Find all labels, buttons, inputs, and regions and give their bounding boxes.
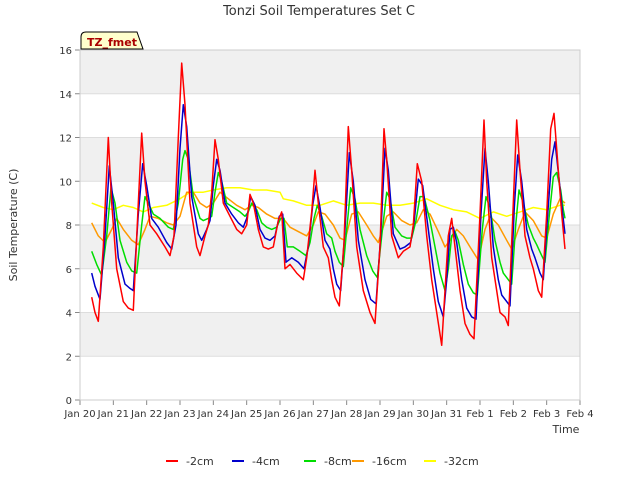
y-axis-label: Soil Temperature (C) [7, 169, 20, 282]
x-tick-label: Jan 28 [330, 409, 362, 420]
grid-band [80, 312, 580, 357]
y-tick-label: 16 [59, 46, 72, 57]
grid-band [80, 181, 580, 225]
legend-label: -2cm [186, 455, 214, 468]
x-axis-label: Time [552, 423, 580, 436]
chart-title: Tonzi Soil Temperatures Set C [222, 4, 415, 19]
annotation-box-shape [80, 31, 144, 50]
grid-band [80, 93, 580, 138]
y-axis-ticks: 0 2 4 6 8 10 12 14 16 [59, 46, 80, 407]
plot-frame [79, 49, 581, 401]
series-line-minus-16cm [91, 191, 566, 261]
x-tick-label: Jan 20 [63, 409, 95, 420]
series-line-minus-8cm [90, 149, 566, 296]
annotation-label: TZ_fmet [87, 36, 137, 49]
legend: -2cm -4cm -8cm -16cm -32cm [166, 455, 479, 468]
x-tick-label: Jan 21 [97, 409, 129, 420]
plot-bands [80, 49, 580, 401]
x-tick-label: Feb 2 [500, 409, 527, 420]
y-tick-label: 4 [66, 309, 72, 320]
y-tick-label: 8 [66, 221, 72, 232]
x-tick-label: Jan 24 [197, 409, 229, 420]
y-tick-label: 2 [66, 352, 72, 363]
series-lines [90, 62, 566, 347]
grid-band [80, 50, 580, 94]
x-tick-label: Jan 30 [397, 409, 429, 420]
x-tick-label: Jan 23 [163, 409, 195, 420]
x-tick-label: Feb 4 [566, 409, 593, 420]
y-tick-label: 0 [66, 396, 72, 407]
x-tick-label: Jan 31 [430, 409, 462, 420]
annotation-box: TZ_fmet [80, 31, 144, 50]
y-tick-label: 6 [66, 265, 72, 276]
x-tick-label: Feb 3 [533, 409, 560, 420]
grid-band [80, 356, 580, 400]
x-tick-label: Jan 25 [230, 409, 262, 420]
legend-label: -4cm [252, 455, 280, 468]
x-tick-label: Jan 29 [363, 409, 395, 420]
series-line-minus-4cm [90, 103, 566, 320]
grid-band [80, 137, 580, 182]
legend-label: -8cm [324, 455, 352, 468]
y-tick-label: 14 [59, 90, 72, 101]
x-axis-ticks: Jan 20 Jan 21 Jan 22 Jan 23 Jan 24 Jan 25 Jan … [63, 400, 594, 420]
y-tick-label: 12 [59, 134, 72, 145]
legend-label: -16cm [372, 455, 407, 468]
x-tick-label: Jan 27 [297, 409, 329, 420]
legend-label: -32cm [444, 455, 479, 468]
x-tick-label: Feb 1 [466, 409, 493, 420]
series-line-minus-2cm [90, 62, 566, 347]
x-tick-label: Jan 22 [130, 409, 162, 420]
x-tick-label: Jan 26 [263, 409, 295, 420]
y-tick-label: 10 [59, 177, 72, 188]
